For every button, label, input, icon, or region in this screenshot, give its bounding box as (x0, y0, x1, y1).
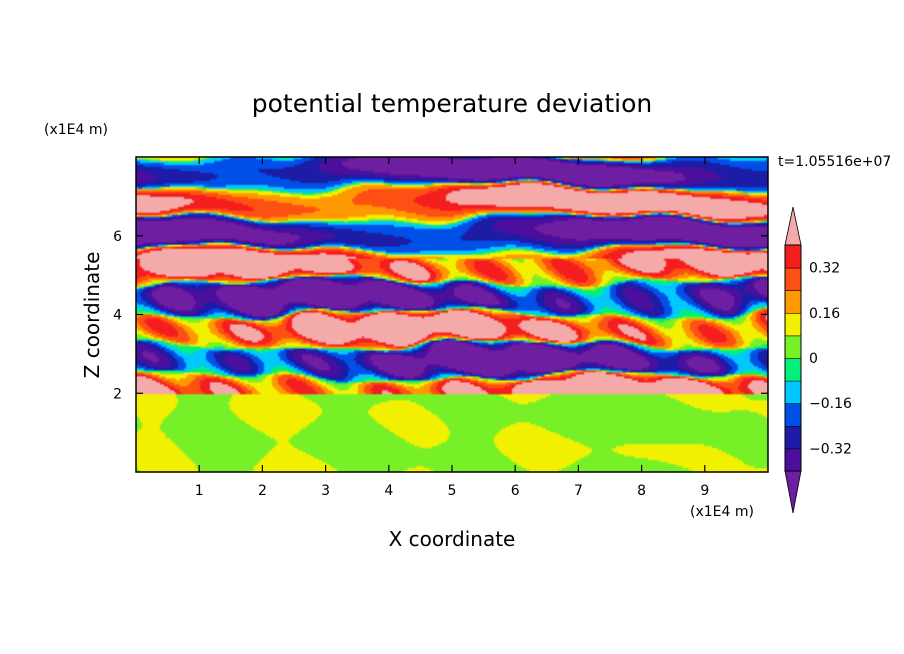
y-tick-label: 4 (113, 308, 122, 324)
colorbar-segment (784, 357, 802, 382)
colorbar-over-triangle (784, 206, 802, 246)
x-tick-label: 1 (195, 483, 204, 499)
colorbar-tick-label: −0.16 (809, 396, 852, 412)
contour-field (136, 157, 768, 472)
y-tick-label: 2 (113, 386, 122, 402)
colorbar-tick-label: 0.32 (809, 261, 840, 277)
y-axis-label: Z coordinate (80, 252, 104, 379)
time-label: t=1.05516e+07 (778, 154, 891, 170)
colorbar-segment (784, 425, 802, 450)
colorbar: 0.32 0.16 0 −0.16 −0.32 (784, 206, 852, 514)
x-tick-label: 8 (637, 483, 646, 499)
y-unit-label: (x1E4 m) (44, 122, 108, 138)
y-axis: 2 4 6 (113, 229, 768, 402)
x-unit-label: (x1E4 m) (690, 504, 754, 520)
x-tick-label: 7 (574, 483, 583, 499)
colorbar-segment (784, 448, 802, 472)
y-tick-label: 6 (113, 229, 122, 245)
x-tick-label: 3 (321, 483, 330, 499)
colorbar-segment (784, 244, 802, 269)
chart-title: potential temperature deviation (252, 89, 652, 118)
colorbar-segment (784, 402, 802, 427)
colorbar-tick-label: −0.32 (809, 441, 852, 457)
colorbar-segment (784, 335, 802, 359)
colorbar-tick-label: 0.16 (809, 306, 840, 322)
colorbar-tick-label: 0 (809, 351, 818, 367)
colorbar-segment (784, 380, 802, 405)
colorbar-frame (784, 244, 802, 472)
x-tick-label: 4 (384, 483, 393, 499)
colorbar-segment (784, 267, 802, 292)
x-axis: 1 2 3 4 5 6 7 8 9 (195, 157, 709, 499)
x-tick-label: 6 (511, 483, 520, 499)
x-axis-label: X coordinate (389, 527, 516, 551)
x-tick-label: 5 (448, 483, 457, 499)
colorbar-under-triangle (784, 470, 802, 514)
contour-image (136, 157, 768, 472)
x-tick-label: 2 (258, 483, 267, 499)
colorbar-segment (784, 289, 802, 314)
x-tick-label: 9 (700, 483, 709, 499)
colorbar-segment (784, 312, 802, 337)
